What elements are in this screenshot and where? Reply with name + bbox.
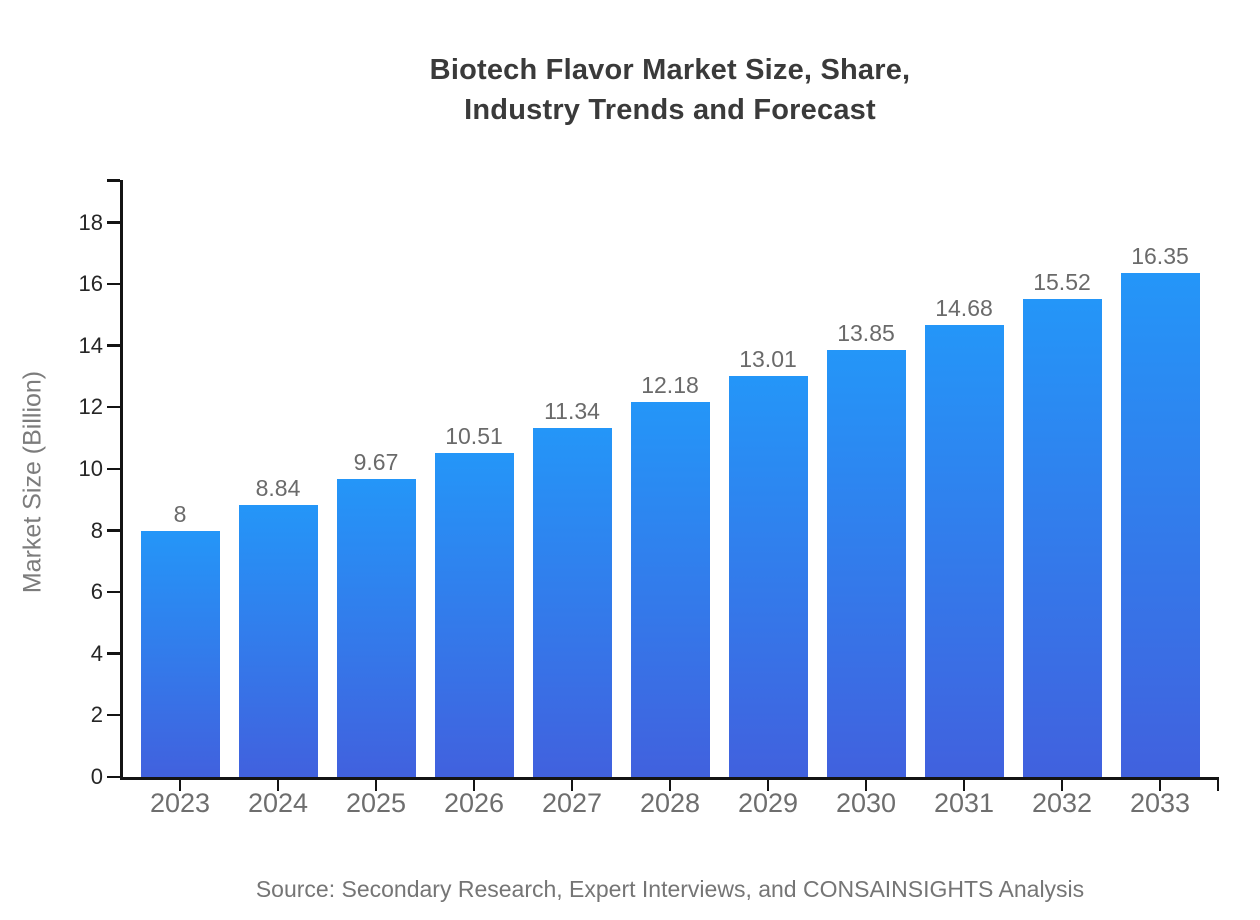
x-axis-category-label: 2026 (443, 788, 505, 818)
bar-2030 (826, 350, 906, 777)
bar-2025 (336, 479, 416, 777)
bar-value-label: 8.84 (255, 474, 301, 501)
plot-area: 0 2 4 6 8 10 12 14 16 18 8 2023 8.84 2024 9.67 2025 10.5… (79, 179, 1219, 818)
bar-2033 (1120, 273, 1200, 777)
x-axis-category-label: 2030 (835, 788, 897, 818)
source-note: Source: Secondary Research, Expert Inter… (255, 876, 1085, 902)
x-axis-category-label: 2024 (247, 788, 309, 818)
bar-value-label: 8 (173, 500, 187, 527)
y-tick-label: 8 (90, 517, 103, 543)
x-tick (668, 780, 672, 791)
y-tick (107, 405, 120, 409)
x-axis-category-label: 2028 (639, 788, 701, 818)
bar-value-label: 14.68 (935, 294, 993, 321)
y-axis-end-cap (107, 179, 120, 182)
y-tick (107, 713, 120, 717)
y-tick (107, 344, 120, 347)
bar-2027 (532, 427, 612, 777)
x-tick (766, 780, 770, 791)
bar-2028 (630, 401, 710, 777)
x-axis-category-label: 2032 (1031, 788, 1093, 818)
bar-value-label: 16.35 (1131, 243, 1189, 270)
y-tick (107, 590, 120, 594)
x-tick (570, 780, 574, 791)
x-tick (276, 780, 280, 791)
y-tick (107, 221, 120, 224)
y-tick-label: 12 (78, 394, 103, 420)
y-tick (107, 529, 120, 532)
x-tick (1158, 780, 1162, 791)
x-tick (374, 780, 378, 791)
x-axis-category-label: 2029 (737, 788, 799, 818)
chart-title: Biotech Flavor Market Size, Share, Indus… (429, 54, 911, 126)
bar-value-label: 13.85 (837, 320, 895, 347)
bar-value-label: 11.34 (544, 397, 600, 424)
y-tick-label: 14 (78, 332, 103, 358)
x-tick (962, 780, 966, 791)
bar-value-label: 13.01 (739, 346, 797, 373)
y-tick (107, 775, 120, 778)
x-axis-category-label: 2033 (1129, 788, 1191, 818)
x-axis-category-label: 2023 (149, 788, 211, 818)
bar-2029 (728, 376, 808, 777)
x-tick (1060, 780, 1064, 791)
y-tick-label: 4 (90, 640, 103, 666)
y-tick (107, 467, 120, 470)
bar-value-label: 9.67 (353, 449, 399, 476)
y-tick-label: 6 (90, 579, 103, 605)
y-tick (107, 282, 120, 286)
y-tick-label: 18 (78, 209, 103, 235)
y-tick (107, 652, 120, 655)
bar-2026 (434, 453, 514, 777)
y-tick-label: 10 (78, 456, 103, 481)
x-tick (178, 780, 182, 791)
bar-value-label: 12.18 (641, 371, 699, 398)
x-axis-category-label: 2027 (541, 788, 603, 818)
y-tick-label: 2 (90, 702, 103, 728)
y-axis-title: Market Size (Billion) (18, 370, 47, 594)
y-tick-label: 0 (90, 764, 103, 789)
bar-2023 (140, 530, 220, 777)
bar-2024 (238, 504, 318, 777)
x-axis-category-label: 2025 (345, 788, 407, 818)
y-tick-label: 16 (78, 271, 103, 297)
bar-value-label: 10.51 (445, 423, 503, 450)
x-tick (472, 780, 476, 791)
x-axis-category-label: 2031 (933, 788, 995, 818)
bar-2032 (1022, 298, 1102, 777)
bar-2031 (924, 324, 1004, 777)
bar-value-label: 15.52 (1033, 268, 1091, 295)
x-tick (864, 780, 868, 791)
x-axis-end-cap (1216, 780, 1219, 791)
